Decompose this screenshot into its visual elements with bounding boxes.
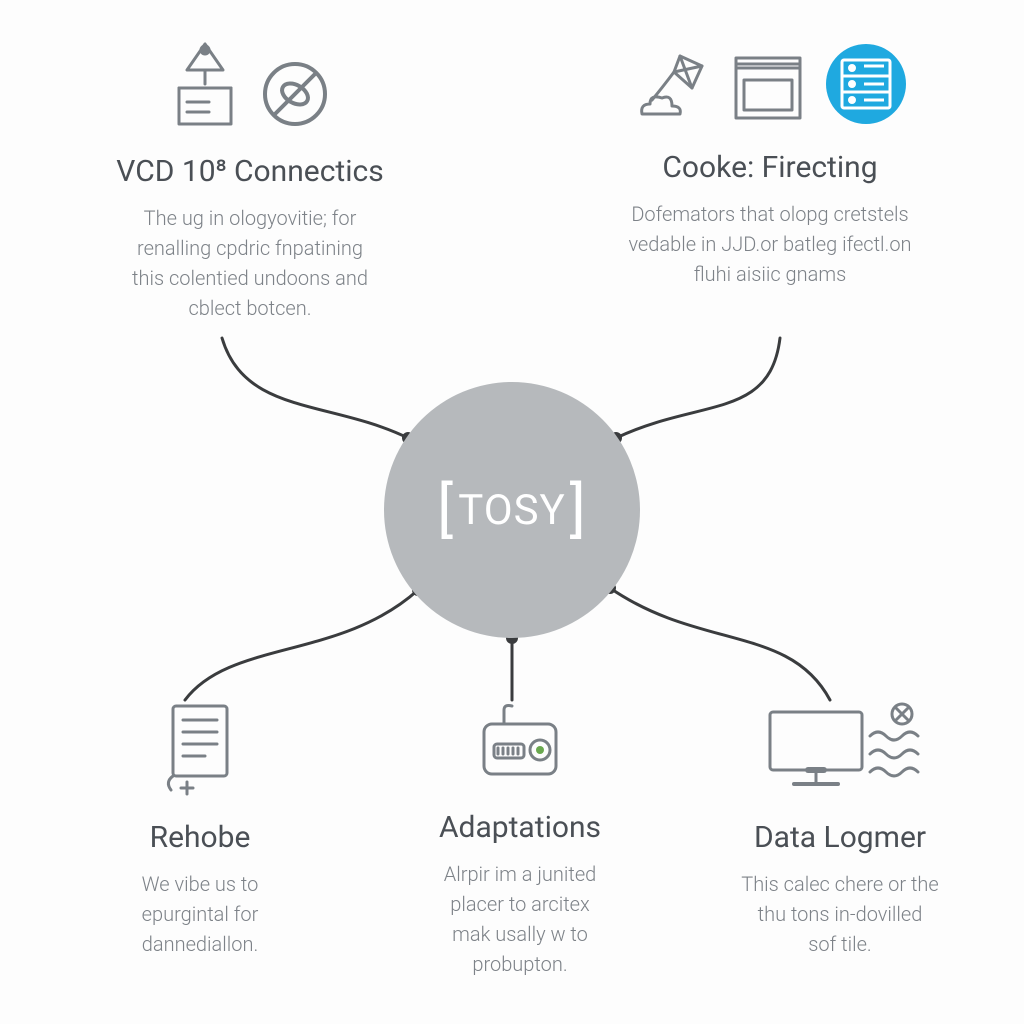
to-bottom-left xyxy=(185,590,418,700)
to-bottom-right xyxy=(610,588,830,700)
bracket-right-icon: ] xyxy=(570,480,587,540)
node-adaptations: Adaptations Alrpir im a junited placer t… xyxy=(400,700,640,979)
central-hub: [ TOSY ] xyxy=(384,382,640,638)
node-body: We vibe us to epurgintal for dannediallo… xyxy=(90,869,310,959)
document-plus-icon xyxy=(161,700,239,800)
hub-label: [ TOSY ] xyxy=(437,480,586,540)
lamp-box-icon xyxy=(169,40,241,134)
radio-device-icon xyxy=(474,700,566,790)
node-body: Alrpir im a junited placer to arcitex ma… xyxy=(400,859,640,979)
node-cooke-firecting: Cooke: Firecting Dofemators that olopg c… xyxy=(580,40,960,289)
node-rehobe: Rehobe We vibe us to epurgintal for dann… xyxy=(90,700,310,959)
node-title: VCD 10⁸ Connectics xyxy=(80,154,420,189)
node-title: Adaptations xyxy=(400,810,640,845)
monitor-waves-icon xyxy=(760,700,920,800)
to-top-left xyxy=(222,338,408,438)
folder-box-icon xyxy=(730,54,806,130)
node-icons xyxy=(400,700,640,790)
node-icons xyxy=(580,40,960,130)
no-circle-icon xyxy=(259,58,331,134)
node-body: This calec chere or the thu tons in-dovi… xyxy=(700,869,980,959)
node-title: Rehobe xyxy=(90,820,310,855)
node-body: Dofemators that olopg cretstels vedable … xyxy=(580,199,960,289)
node-title: Data Logmer xyxy=(700,820,980,855)
node-vcd-connectics: VCD 10⁸ Connectics The ug in ologyovitie… xyxy=(80,40,420,323)
node-title: Cooke: Firecting xyxy=(580,150,960,185)
node-icons xyxy=(90,700,310,800)
server-circle-icon xyxy=(824,42,908,130)
node-icons xyxy=(80,40,420,134)
node-icons xyxy=(700,700,980,800)
to-top-right xyxy=(616,338,780,438)
diagram-canvas: [ TOSY ] xyxy=(0,0,1024,1024)
node-body: The ug in ologyovitie; for renalling cpd… xyxy=(80,203,420,323)
cloud-kite-icon xyxy=(632,48,712,130)
bracket-left-icon: [ xyxy=(437,480,454,540)
hub-text: TOSY xyxy=(458,486,566,535)
node-data-logmer: Data Logmer This calec chere or the thu … xyxy=(700,700,980,959)
